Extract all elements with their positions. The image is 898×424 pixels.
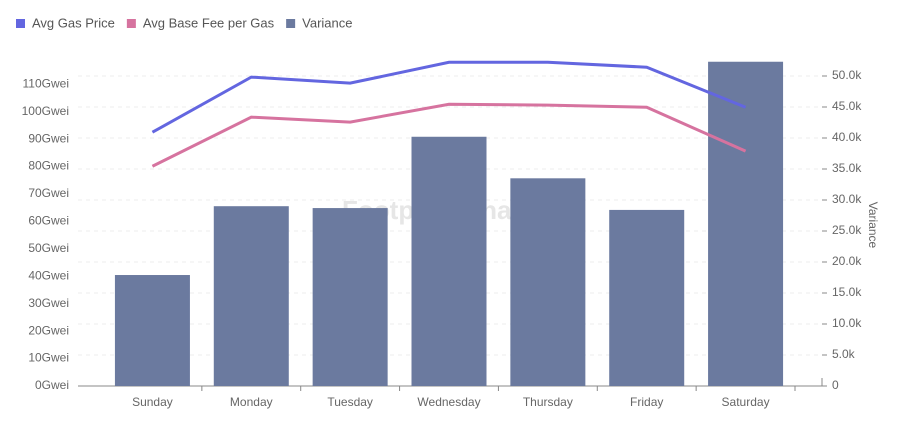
y2-tick-label: 15.0k — [832, 285, 862, 299]
bar — [213, 206, 289, 386]
legend-text: Avg Gas Price — [32, 15, 115, 30]
legend-text: Avg Base Fee per Gas — [143, 15, 275, 30]
y-tick-label: 10Gwei — [28, 351, 69, 365]
y-tick-label: 70Gwei — [28, 186, 69, 200]
y-tick-label: 110Gwei — [23, 76, 69, 90]
y2-tick-label: 25.0k — [832, 223, 862, 237]
y2-tick-label: 50.0k — [832, 68, 862, 82]
y2-tick-label: 45.0k — [832, 99, 862, 113]
x-tick-label: Thursday — [523, 395, 573, 409]
bar — [708, 61, 784, 387]
y-tick-label: 30Gwei — [28, 296, 69, 310]
bar — [411, 136, 487, 386]
y-tick-label: 20Gwei — [28, 323, 69, 337]
y2-axis-label: Variance — [866, 202, 880, 249]
x-tick-label: Monday — [230, 395, 273, 409]
bar — [312, 208, 388, 386]
y-tick-label: 40Gwei — [28, 268, 69, 282]
y-tick-label: 0Gwei — [35, 378, 69, 392]
bar — [114, 275, 190, 386]
x-tick-label: Friday — [630, 395, 663, 409]
x-tick-label: Saturday — [722, 395, 770, 409]
y-tick-label: 50Gwei — [28, 241, 69, 255]
legend-swatch — [16, 19, 25, 28]
y-tick-label: 80Gwei — [28, 159, 69, 173]
legend-swatch — [126, 19, 136, 28]
bar — [510, 178, 586, 386]
x-tick-label: Wednesday — [417, 395, 480, 409]
y2-tick-label: 20.0k — [832, 254, 862, 268]
bar — [609, 209, 685, 386]
y-tick-label: 100Gwei — [22, 104, 69, 118]
y2-tick-label: 10.0k — [832, 316, 862, 330]
line — [151, 102, 747, 168]
legend-text: Variance — [302, 15, 352, 30]
line — [151, 60, 747, 134]
x-tick-label: Sunday — [132, 395, 173, 409]
legend-swatch — [286, 19, 296, 28]
y2-tick-label: 0 — [832, 378, 839, 392]
y-tick-label: 90Gwei — [28, 131, 69, 145]
y2-tick-label: 5.0k — [832, 347, 856, 361]
y2-tick-label: 35.0k — [832, 161, 862, 175]
y-tick-label: 60Gwei — [28, 214, 69, 228]
y2-tick-label: 30.0k — [832, 192, 862, 206]
y2-tick-label: 40.0k — [832, 130, 862, 144]
x-tick-label: Tuesday — [327, 395, 373, 409]
